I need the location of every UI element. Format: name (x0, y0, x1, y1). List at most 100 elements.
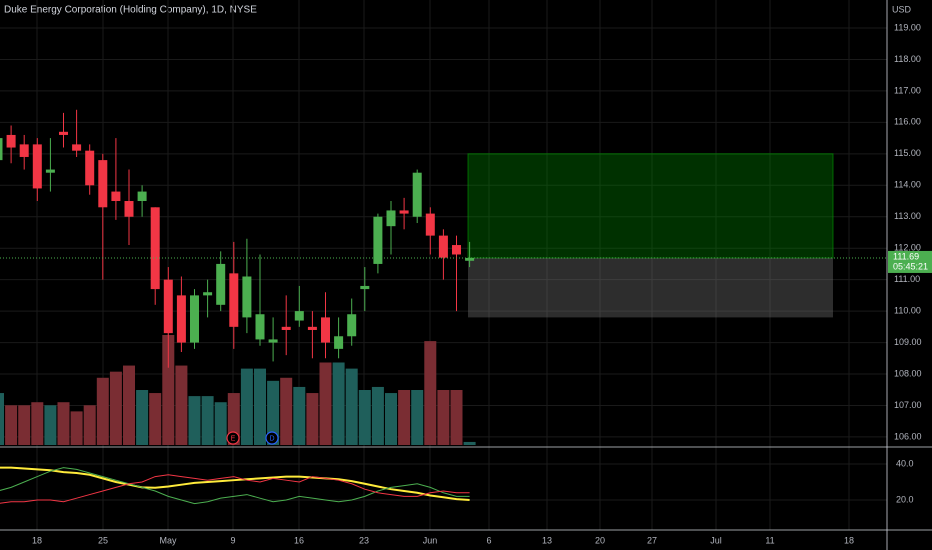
x-tick-label: 20 (595, 535, 605, 545)
candle-body (307, 326, 317, 330)
y-tick-label: 118.00 (894, 54, 921, 64)
x-tick-label: 18 (844, 535, 854, 545)
volume-bar (31, 402, 44, 445)
x-tick-label: May (159, 535, 177, 545)
volume-bar (319, 362, 332, 445)
candle-body (216, 263, 226, 305)
volume-bar (83, 405, 96, 445)
volume-bar (306, 393, 319, 445)
y-tick-label: 117.00 (894, 85, 921, 95)
target-zone (467, 153, 834, 259)
candle-body (111, 191, 121, 202)
volume-bar (293, 386, 306, 445)
candle-body (229, 273, 239, 327)
y-tick-label: 115.00 (894, 148, 921, 158)
candle-body (45, 169, 55, 173)
candle-body (85, 150, 95, 186)
volume-bar (345, 368, 358, 445)
candle-body (242, 276, 252, 318)
candle-body (425, 213, 435, 236)
x-tick-label: Jul (710, 535, 722, 545)
candle-body (321, 317, 330, 343)
volume-bar (5, 405, 18, 445)
stop-zone (468, 257, 833, 318)
volume-bar (371, 386, 384, 445)
candle-body (386, 210, 396, 227)
candle-body (268, 339, 278, 343)
volume-bar (450, 390, 463, 445)
volume-bar (267, 380, 280, 445)
candle-body (176, 295, 186, 343)
candle-body (98, 160, 108, 208)
candle-body (438, 235, 448, 258)
x-tick-label: 16 (294, 535, 304, 545)
candle-body (59, 131, 68, 135)
y-tick-label: 106.00 (894, 431, 922, 441)
y-tick-label: 109.00 (894, 337, 922, 347)
candle-body (347, 314, 357, 337)
candle-body (0, 138, 3, 161)
x-tick-label: 9 (230, 535, 235, 545)
volume-bar (123, 365, 135, 445)
y-tick-label: 116.00 (894, 117, 921, 127)
y-tick-label: 119.00 (894, 22, 921, 32)
volume-bar (0, 393, 4, 445)
volume-bar (424, 341, 437, 445)
candle-body (373, 216, 383, 264)
volume-bar (280, 377, 293, 445)
y-tick-label: 113.00 (894, 211, 921, 221)
volume-bar (136, 390, 149, 445)
candle-body (294, 311, 304, 321)
last-price-label: 111.69 (893, 251, 919, 261)
candle-body (32, 144, 42, 189)
candle-body (72, 144, 82, 151)
candle-body (255, 314, 265, 340)
countdown: 05:45:21 (893, 261, 928, 271)
volume-bar (398, 390, 411, 445)
candle-body (452, 245, 461, 255)
event-marker (265, 431, 279, 445)
volume-bar (96, 377, 109, 445)
volume-bar (70, 411, 83, 445)
volume-bar (149, 393, 162, 445)
y-tick-label: 107.00 (894, 400, 922, 410)
candle-body (19, 144, 29, 157)
y-tick-label: 108.00 (894, 368, 922, 378)
candle-body (203, 292, 213, 296)
y-tick-label: 110.00 (894, 305, 921, 315)
volume-bar (57, 402, 70, 445)
indicator-tick-label: 20.0 (896, 494, 914, 504)
y-tick-label: 114.00 (894, 180, 921, 190)
x-tick-label: Jun (423, 535, 438, 545)
volume-bar (463, 441, 476, 445)
x-tick-label: 27 (647, 535, 657, 545)
volume-bar (332, 362, 345, 445)
indicator-tick-label: 40.0 (896, 458, 914, 468)
volume-bar (240, 368, 253, 445)
event-label: E (231, 435, 236, 442)
x-tick-label: 25 (98, 535, 108, 545)
candle-body (163, 279, 173, 334)
chart-title: Duke Energy Corporation (Holding Company… (4, 5, 257, 16)
candle-body (137, 191, 147, 202)
x-tick-label: 6 (486, 535, 491, 545)
indicator-line (0, 474, 470, 504)
volume-bar (214, 402, 227, 445)
y-tick-label: 112.00 (894, 243, 921, 253)
volume-bar (109, 371, 122, 445)
x-tick-label: 13 (542, 535, 552, 545)
x-tick-label: 23 (359, 535, 369, 545)
volume-bar (385, 393, 397, 445)
currency: USD (892, 4, 912, 14)
x-tick-label: 18 (32, 535, 42, 545)
last-price-tag (888, 250, 932, 273)
candle-body (465, 257, 475, 261)
volume-bar (437, 390, 450, 445)
volume-bar (411, 390, 424, 445)
volume-bar (162, 335, 175, 445)
volume-bar (18, 405, 31, 445)
candle-body (360, 285, 370, 290)
candle-body (150, 207, 160, 290)
